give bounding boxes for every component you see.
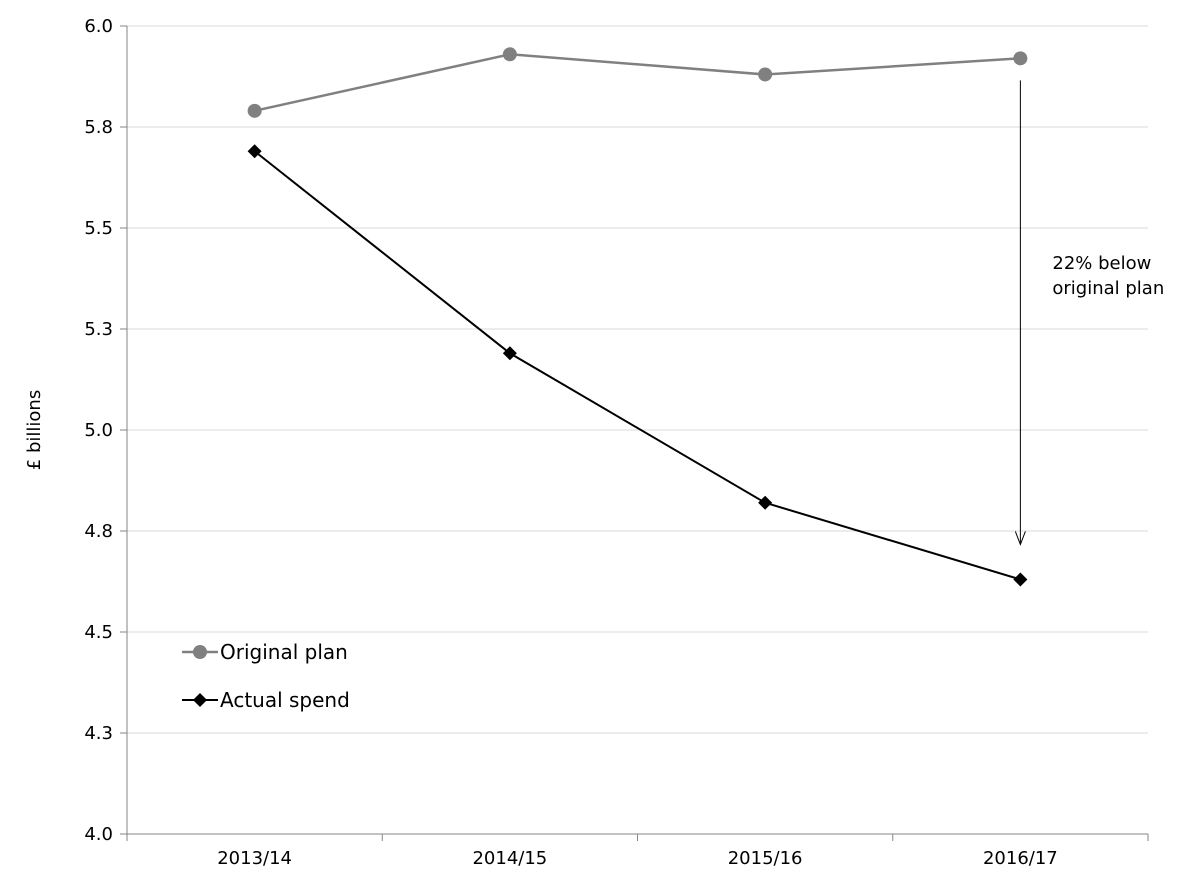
y-tick-label: 5.8: [84, 117, 113, 138]
y-tick-labels: 4.0 4.3 4.5 4.8 5.0 5.3 5.5 5.8 6.0: [84, 16, 113, 845]
x-tick-label: 2013/14: [217, 848, 292, 869]
legend-original-plan-marker: [193, 645, 207, 659]
y-tick-label: 4.8: [84, 521, 113, 542]
axes: [120, 25, 1149, 841]
actual-spend-line: [254, 150, 1021, 581]
y-tick-label: 4.5: [84, 622, 113, 643]
series-group: [247, 47, 1028, 587]
x-tick-label: 2015/16: [728, 848, 803, 869]
y-axis-label: £ billions: [24, 390, 45, 470]
actual-spend-point: [247, 144, 262, 159]
y-tick-label: 4.3: [84, 723, 113, 744]
annotation: 22% below original plan: [1014, 80, 1164, 546]
x-tick-label: 2016/17: [983, 848, 1058, 869]
original-plan-point: [502, 47, 517, 62]
y-tick-label: 5.3: [84, 319, 113, 340]
actual-spend-point: [758, 495, 773, 510]
legend-original-plan-label: Original plan: [220, 640, 348, 664]
annotation-text: original plan: [1052, 278, 1164, 299]
gridlines: [127, 25, 1148, 734]
legend-actual-spend-marker: [193, 693, 207, 707]
original-plan-line: [254, 53, 1021, 113]
y-tick-label: 5.5: [84, 218, 113, 239]
annotation-arrowhead: [1014, 531, 1026, 546]
actual-spend-point: [502, 346, 517, 361]
x-tick-label: 2014/15: [472, 848, 547, 869]
actual-spend-point: [1013, 572, 1028, 587]
x-tick-labels: 2013/14 2014/15 2015/16 2016/17: [217, 848, 1058, 869]
original-plan-point: [1013, 51, 1028, 66]
original-plan-point: [758, 67, 773, 82]
y-tick-label: 5.0: [84, 420, 113, 441]
original-plan-point: [247, 103, 262, 118]
y-tick-label: 4.0: [84, 824, 113, 845]
annotation-text: 22% below: [1052, 253, 1151, 274]
legend: Original plan Actual spend: [182, 640, 350, 712]
y-tick-label: 6.0: [84, 16, 113, 37]
legend-actual-spend-label: Actual spend: [220, 688, 350, 712]
